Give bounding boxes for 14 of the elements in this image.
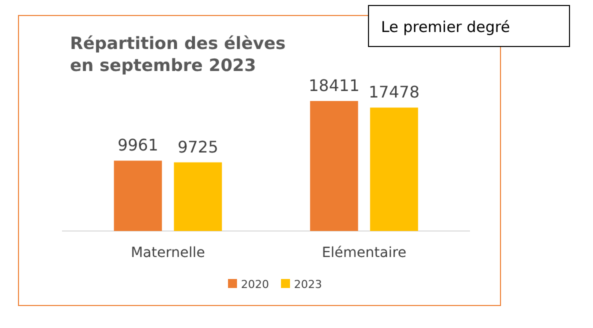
text: Le premier degré	[381, 18, 510, 36]
data-label: 18411	[308, 76, 360, 95]
data-label: 17478	[368, 82, 420, 102]
x-tick-label: Maternelle	[130, 245, 205, 261]
x-tick-label: Elémentaire	[322, 245, 406, 261]
bar	[174, 162, 222, 231]
bar	[310, 101, 358, 231]
bar	[370, 108, 418, 231]
data-label: 9725	[178, 137, 218, 156]
bar	[114, 160, 162, 231]
legend-label: 2020	[241, 278, 269, 291]
legend-label: 2023	[294, 278, 322, 291]
data-label: 9961	[118, 136, 158, 155]
chart-title: Répartition des élèves en septembre 2023	[70, 34, 286, 76]
